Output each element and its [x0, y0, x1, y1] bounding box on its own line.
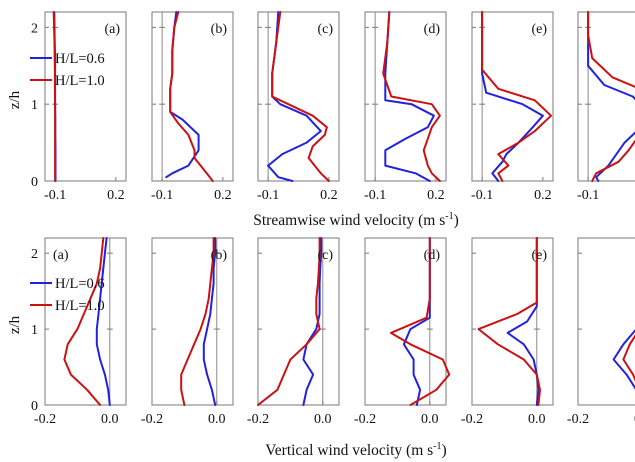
streamwise-panel-a-frame: [44, 11, 127, 182]
streamwise-panel-b-label: (b): [211, 22, 228, 37]
streamwise-y-tick-label: 1: [31, 98, 38, 113]
vertical-panel-b-series-hl-1-0: [180, 237, 215, 406]
vertical-panel-f-series-hl-0-6: [612, 329, 635, 390]
vertical-panel-b-series-hl-0-6: [202, 237, 217, 406]
streamwise-panel-d-series-hl-0-6: [384, 11, 435, 182]
vertical-panel-e-x-tick-label: 0.0: [528, 412, 546, 427]
vertical-legend-label: H/L=0.6: [55, 276, 105, 292]
vertical-panel-f-series-hl-1-0: [622, 334, 635, 382]
streamwise-panel-e-x-tick-label: 0.2: [534, 188, 552, 203]
vertical-panel-b-label: (b): [211, 248, 228, 263]
vertical-panel-e-series-hl-1-0: [477, 237, 541, 406]
streamwise-legend: H/L=0.6 H/L=1.0: [30, 51, 105, 89]
streamwise-panel-b-frame: [151, 11, 234, 182]
streamwise-y-tick-label: 2: [31, 21, 38, 36]
vertical-panel-a-frame: [44, 237, 127, 406]
streamwise-panel-b-x-tick-label: 0.2: [214, 188, 232, 203]
streamwise-panel-c-x-tick-label: -0.1: [257, 188, 279, 203]
vertical-panel-c-series-hl-1-0: [257, 237, 321, 406]
streamwise-panel-e-x-tick-label: -0.1: [471, 188, 493, 203]
streamwise-panel-a-x-tick-label: 0.2: [107, 188, 125, 203]
streamwise-panel-c-x-tick-label: 0.2: [320, 188, 338, 203]
vertical-panel-c: -0.2 0.0 (c): [247, 237, 340, 427]
streamwise-legend-label: H/L=0.6: [55, 51, 105, 67]
streamwise-panel-d-series-hl-1-0: [382, 11, 441, 182]
vertical-panel-e-frame: [471, 237, 554, 406]
vertical-panel-d-x-tick-label: -0.2: [354, 412, 376, 427]
vertical-panel-e-series-hl-0-6: [506, 237, 540, 406]
vertical-panel-d-label: (d): [424, 248, 441, 263]
streamwise-y-tick-label: 0: [31, 175, 38, 190]
vertical-panel-b: -0.2 0.0 (b): [141, 237, 234, 427]
streamwise-panel-a: -0.1 0.2 0 1 2 (a) H/L=0.6 H/L=1.0: [30, 11, 127, 203]
streamwise-panel-d-frame: [364, 11, 447, 182]
vertical-panel-f: -0.20.0(f): [567, 237, 635, 427]
vertical-panel-b-x-tick-label: -0.2: [141, 412, 163, 427]
vertical-panel-a-series-hl-1-0: [63, 237, 105, 406]
vertical-legend-label: H/L=1.0: [55, 298, 105, 314]
vertical-panel-e-x-tick-label: -0.2: [461, 412, 483, 427]
streamwise-legend-label: H/L=1.0: [55, 73, 105, 89]
streamwise-panel-f-series-hl-0-6: [587, 11, 635, 182]
streamwise-panel-f-series-hl-1-0: [587, 11, 635, 182]
streamwise-panel-c-series-hl-1-0: [271, 11, 330, 182]
vertical-panel-c-label: (c): [317, 248, 333, 263]
vertical-panel-c-frame: [257, 237, 340, 406]
streamwise-panel-c: -0.1 0.2 (c): [257, 11, 340, 203]
vertical-panel-b-x-tick-label: 0.0: [208, 412, 226, 427]
vertical-panel-a: -0.2 0.0 0 1 2 (a) H/L=0.6 H/L=1.0: [30, 237, 127, 427]
streamwise-panel-f-x-tick-label: -0.1: [577, 188, 599, 203]
vertical-panel-a-label: (a): [53, 248, 69, 263]
vertical-y-axis-label: z/h: [7, 315, 23, 334]
vertical-panel-c-x-tick-label: 0.0: [314, 412, 332, 427]
vertical-panel-c-x-tick-label: -0.2: [247, 412, 269, 427]
streamwise-panel-e-series-hl-1-0: [481, 11, 552, 182]
vertical-panel-e: -0.2 0.0 (e): [461, 237, 554, 427]
streamwise-panel-d-label: (d): [424, 22, 441, 37]
streamwise-x-axis-label: Streamwise wind velocity (m s-1): [253, 211, 459, 229]
streamwise-panel-b-series-hl-1-0: [169, 11, 214, 182]
streamwise-panel-b-x-tick-label: -0.1: [151, 188, 173, 203]
streamwise-panel-c-label: (c): [317, 22, 333, 37]
streamwise-panel-a-series-hl-1-0: [52, 11, 57, 182]
streamwise-panel-f-frame: [577, 11, 635, 182]
vertical-y-tick-label: 2: [31, 247, 38, 262]
streamwise-panel-d: -0.1 0.2 (d): [364, 11, 447, 203]
vertical-panel-a-series-hl-0-6: [95, 237, 111, 406]
vertical-panel-b-frame: [151, 237, 234, 406]
streamwise-panel-e-frame: [471, 11, 554, 182]
streamwise-panel-c-frame: [257, 11, 340, 182]
vertical-y-tick-label: 1: [31, 323, 38, 338]
streamwise-panel-e-label: (e): [531, 22, 547, 37]
streamwise-panel-a-label: (a): [104, 22, 120, 37]
streamwise-y-axis-label: z/h: [7, 90, 23, 109]
vertical-panel-a-x-tick-label: 0.0: [101, 412, 119, 427]
streamwise-panel-d-x-tick-label: 0.2: [427, 188, 445, 203]
streamwise-panel-e: -0.1 0.2 (e): [471, 11, 554, 203]
streamwise-panel-d-x-tick-label: -0.1: [364, 188, 386, 203]
vertical-legend: H/L=0.6 H/L=1.0: [30, 276, 105, 314]
vertical-panel-e-label: (e): [531, 248, 547, 263]
vertical-panel-a-x-tick-label: -0.2: [34, 412, 56, 427]
vertical-panel-f-frame: [577, 237, 635, 406]
vertical-y-tick-label: 0: [31, 399, 38, 414]
streamwise-panel-b: -0.1 0.2 (b): [151, 11, 234, 203]
streamwise-panel-f: -0.10.2(f): [577, 11, 635, 203]
vertical-x-axis-label: Vertical wind velocity (m s-1): [265, 441, 446, 459]
streamwise-panel-e-series-hl-0-6: [481, 11, 544, 182]
vertical-panel-d-frame: [364, 237, 447, 406]
streamwise-panel-a-x-tick-label: -0.1: [44, 188, 66, 203]
vertical-panel-d: -0.2 0.0 (d): [354, 237, 451, 427]
vertical-panel-f-x-tick-label: -0.2: [567, 412, 589, 427]
vertical-panel-d-x-tick-label: 0.0: [421, 412, 439, 427]
vertical-panel-d-series-hl-1-0: [389, 237, 451, 406]
